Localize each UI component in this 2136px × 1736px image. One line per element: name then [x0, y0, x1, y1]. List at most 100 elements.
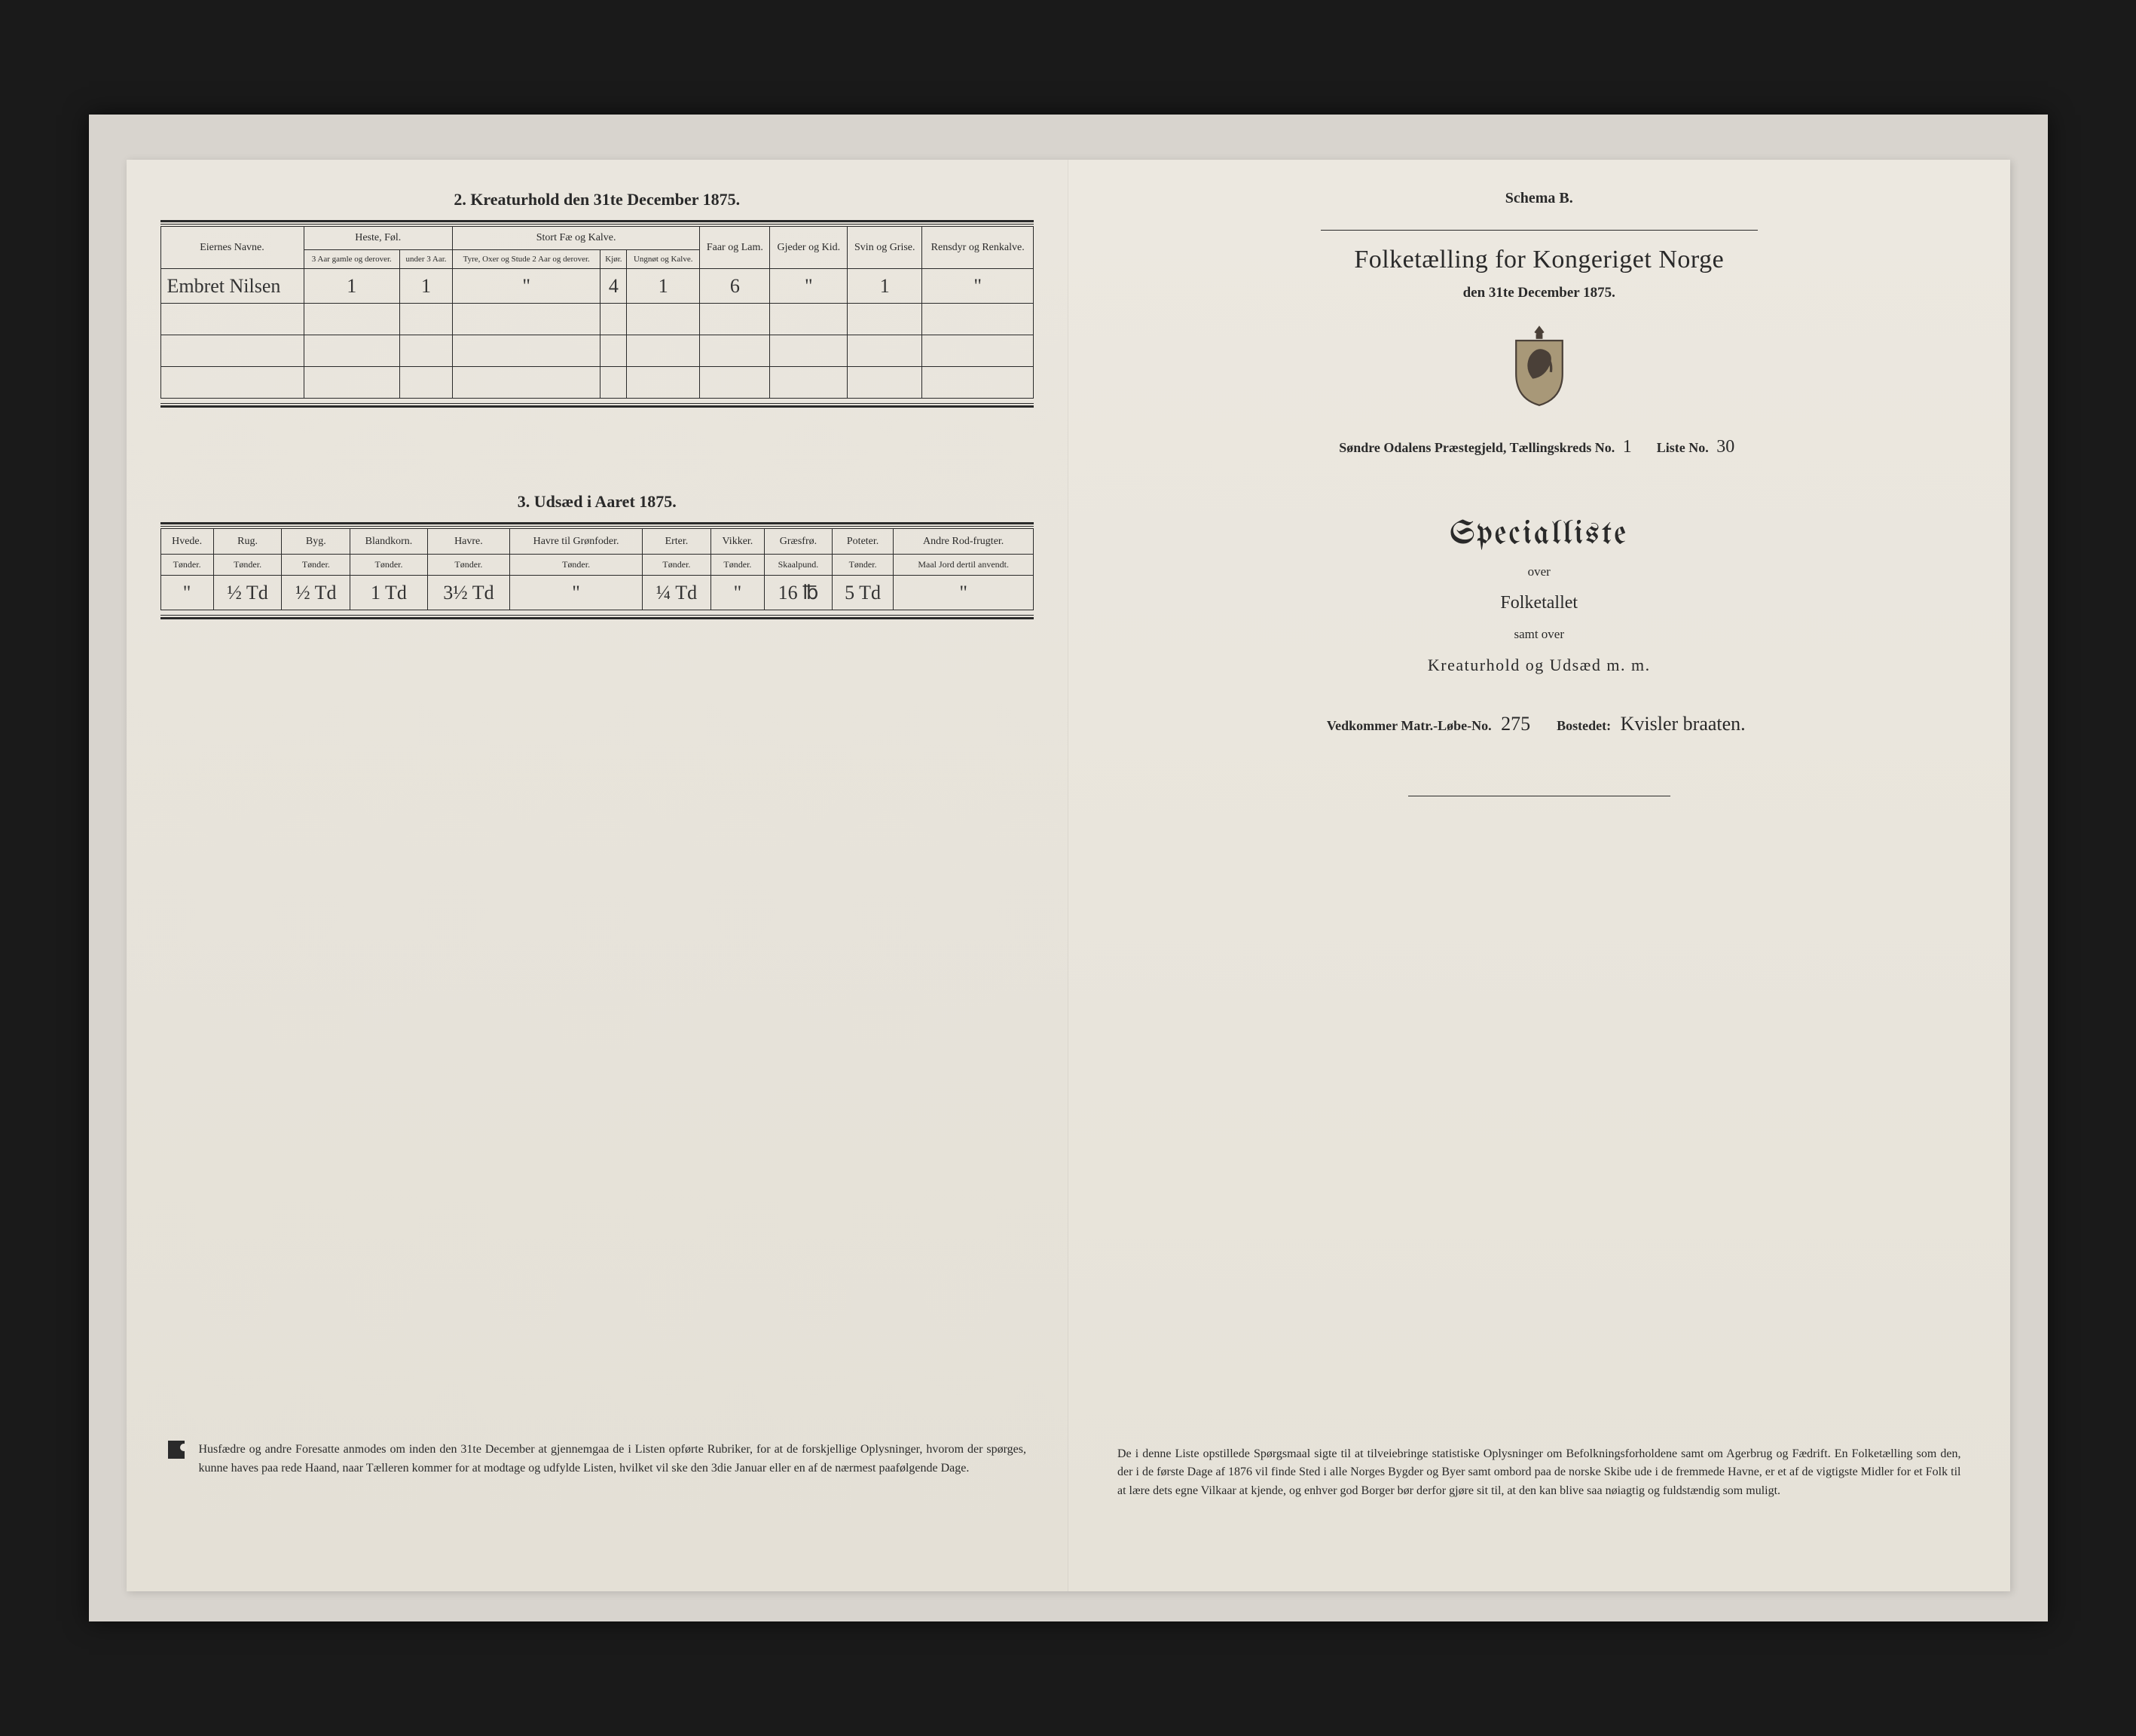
col-rens: Rensdyr og Renkalve.	[922, 227, 1034, 269]
table-row	[160, 335, 1034, 367]
col-heste-1: 3 Aar gamle og derover.	[304, 249, 400, 269]
schema-label: Schema B.	[1102, 190, 1976, 207]
col-gjed: Gjeder og Kid.	[770, 227, 848, 269]
cell: 1 Td	[350, 576, 428, 610]
cell-name: Embret Nilsen	[160, 269, 304, 304]
parish-line: Søndre Odalens Præstegjeld, Tællingskred…	[1102, 437, 1976, 457]
col-faar: Faar og Lam.	[700, 227, 770, 269]
col: Blandkorn.	[350, 529, 428, 555]
table-row: Embret Nilsen 1 1 " 4 1 6 " 1 "	[160, 269, 1034, 304]
coat-of-arms-icon	[1505, 324, 1573, 407]
unit: Skaalpund.	[765, 555, 833, 576]
rule	[160, 522, 1034, 524]
cell: "	[922, 269, 1034, 304]
table-row	[160, 304, 1034, 335]
col-stort-2: Kjør.	[600, 249, 627, 269]
section2-title: 2. Kreaturhold den 31te December 1875.	[160, 190, 1034, 209]
cell: ¼ Td	[643, 576, 711, 610]
rule	[160, 405, 1034, 408]
cell: 16 ℔	[765, 576, 833, 610]
parish-label: Søndre Odalens Præstegjeld, Tællingskred…	[1339, 440, 1615, 455]
cell: "	[452, 269, 600, 304]
unit: Tønder.	[710, 555, 764, 576]
col-eier: Eiernes Navne.	[160, 227, 304, 269]
cell: 1	[400, 269, 453, 304]
left-footer-text: Husfædre og andre Foresatte anmodes om i…	[198, 1441, 1026, 1478]
col: Vikker.	[710, 529, 764, 555]
census-title: Folketælling for Kongeriget Norge	[1102, 246, 1976, 274]
unit: Tønder.	[427, 555, 509, 576]
specialliste-title: Specialliste	[1102, 518, 1976, 552]
col: Byg.	[282, 529, 350, 555]
right-page: Schema B. Folketælling for Kongeriget No…	[1068, 160, 2010, 1591]
col-stort: Stort Fæ og Kalve.	[452, 227, 699, 250]
col: Havre til Grønfoder.	[510, 529, 643, 555]
rule	[160, 526, 1034, 527]
census-date: den 31te December 1875.	[1102, 285, 1976, 301]
cell: 3½ Td	[427, 576, 509, 610]
table-row	[160, 367, 1034, 399]
pointing-hand-icon	[168, 1441, 185, 1459]
col-heste: Heste, Føl.	[304, 227, 452, 250]
matr-line: Vedkommer Matr.-Løbe-No. 275 Bostedet: K…	[1102, 713, 1976, 735]
kreds-no: 1	[1618, 437, 1636, 457]
right-footer-text: De i denne Liste opstillede Spørgsmaal s…	[1117, 1445, 1961, 1501]
col: Poteter.	[832, 529, 893, 555]
left-footer: Husfædre og andre Foresatte anmodes om i…	[168, 1441, 1027, 1478]
cell: 6	[700, 269, 770, 304]
col: Havre.	[427, 529, 509, 555]
section3-title: 3. Udsæd i Aaret 1875.	[160, 492, 1034, 512]
left-page: 2. Kreaturhold den 31te December 1875. E…	[127, 160, 1069, 1591]
table-row: " ½ Td ½ Td 1 Td 3½ Td " ¼ Td " 16 ℔ 5 T…	[160, 576, 1034, 610]
col-heste-2: under 3 Aar.	[400, 249, 453, 269]
unit: Tønder.	[160, 555, 213, 576]
scan-background: 2. Kreaturhold den 31te December 1875. E…	[89, 115, 2048, 1621]
rule	[160, 224, 1034, 225]
rule	[160, 403, 1034, 404]
document-spread: 2. Kreaturhold den 31te December 1875. E…	[127, 160, 2010, 1591]
cell: 1	[304, 269, 400, 304]
cell: ½ Td	[213, 576, 282, 610]
rule	[160, 617, 1034, 619]
rule	[160, 615, 1034, 616]
kreaturhold-table: Eiernes Navne. Heste, Føl. Stort Fæ og K…	[160, 226, 1034, 399]
cell: "	[770, 269, 848, 304]
cell: 1	[627, 269, 700, 304]
col: Græsfrø.	[765, 529, 833, 555]
cell: ½ Td	[282, 576, 350, 610]
col-stort-3: Ungnøt og Kalve.	[627, 249, 700, 269]
col: Erter.	[643, 529, 711, 555]
col: Andre Rod-frugter.	[894, 529, 1034, 555]
matr-no: 275	[1495, 713, 1536, 735]
cell: 1	[848, 269, 922, 304]
bosted-label: Bostedet:	[1557, 718, 1611, 733]
unit: Tønder.	[510, 555, 643, 576]
col-stort-1: Tyre, Oxer og Stude 2 Aar og derover.	[452, 249, 600, 269]
udsaed-table: Hvede. Rug. Byg. Blandkorn. Havre. Havre…	[160, 528, 1034, 610]
unit: Tønder.	[350, 555, 428, 576]
unit: Tønder.	[282, 555, 350, 576]
cell: "	[894, 576, 1034, 610]
liste-no: 30	[1712, 437, 1739, 457]
col-svin: Svin og Grise.	[848, 227, 922, 269]
over-label: over	[1102, 564, 1976, 579]
cell: "	[710, 576, 764, 610]
rule	[160, 220, 1034, 222]
unit: Tønder.	[832, 555, 893, 576]
col: Hvede.	[160, 529, 213, 555]
bosted-value: Kvisler braaten.	[1615, 713, 1752, 735]
col: Rug.	[213, 529, 282, 555]
cell: 5 Td	[832, 576, 893, 610]
unit: Tønder.	[643, 555, 711, 576]
cell: "	[510, 576, 643, 610]
rule	[1321, 230, 1758, 231]
folketallet-label: Folketallet	[1102, 593, 1976, 613]
vedk-label: Vedkommer Matr.-Løbe-No.	[1327, 718, 1492, 733]
right-footer: De i denne Liste opstillede Spørgsmaal s…	[1117, 1445, 1961, 1501]
cell: 4	[600, 269, 627, 304]
unit: Maal Jord dertil anvendt.	[894, 555, 1034, 576]
liste-label: Liste No.	[1657, 440, 1709, 455]
samt-label: samt over	[1102, 627, 1976, 642]
unit: Tønder.	[213, 555, 282, 576]
cell: "	[160, 576, 213, 610]
